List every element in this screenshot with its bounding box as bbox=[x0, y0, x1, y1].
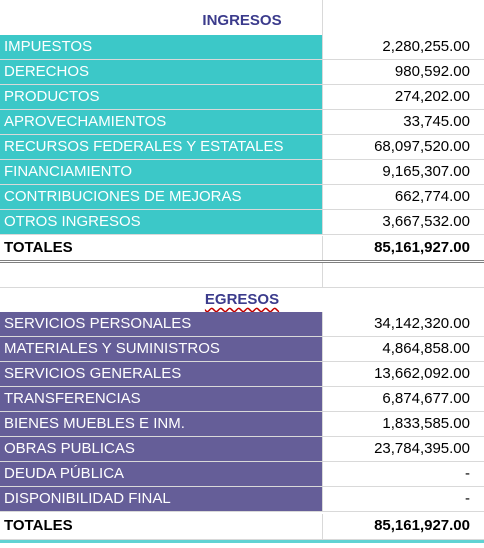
total-label: TOTALES bbox=[4, 239, 73, 256]
total-value: 85,161,927.00 bbox=[322, 514, 484, 539]
row-label: DERECHOS bbox=[0, 60, 322, 84]
table-row: DERECHOS 980,592.00 bbox=[0, 60, 484, 85]
row-label: PRODUCTOS bbox=[0, 85, 322, 109]
table-row: OTROS INGRESOS 3,667,532.00 bbox=[0, 210, 484, 235]
row-value: 3,667,532.00 bbox=[322, 210, 484, 234]
row-label: APROVECHAMIENTOS bbox=[0, 110, 322, 134]
row-value: 662,774.00 bbox=[322, 185, 484, 209]
row-value: 33,745.00 bbox=[322, 110, 484, 134]
row-label: FINANCIAMIENTO bbox=[0, 160, 322, 184]
row-value: 34,142,320.00 bbox=[322, 312, 484, 336]
row-value: 13,662,092.00 bbox=[322, 362, 484, 386]
table-row: FINANCIAMIENTO 9,165,307.00 bbox=[0, 160, 484, 185]
section-header: EGRESOS bbox=[0, 287, 484, 312]
cell-border bbox=[322, 0, 323, 35]
section-title: INGRESOS bbox=[202, 12, 282, 29]
row-label: DISPONIBILIDAD FINAL bbox=[0, 487, 322, 511]
row-value: 23,784,395.00 bbox=[322, 437, 484, 461]
total-value: 85,161,927.00 bbox=[322, 236, 484, 260]
table-row: PRODUCTOS 274,202.00 bbox=[0, 85, 484, 110]
row-label: OBRAS PUBLICAS bbox=[0, 437, 322, 461]
table-row: CONTRIBUCIONES DE MEJORAS 662,774.00 bbox=[0, 185, 484, 210]
total-label: TOTALES bbox=[4, 517, 73, 534]
row-value: - bbox=[322, 487, 484, 511]
table-row: DEUDA PÚBLICA - bbox=[0, 462, 484, 487]
row-value: 6,874,677.00 bbox=[322, 387, 484, 411]
row-label: TRANSFERENCIAS bbox=[0, 387, 322, 411]
row-label: MATERIALES Y SUMINISTROS bbox=[0, 337, 322, 361]
section-title: EGRESOS bbox=[204, 291, 280, 308]
row-value: 9,165,307.00 bbox=[322, 160, 484, 184]
row-value: 274,202.00 bbox=[322, 85, 484, 109]
table-row: RECURSOS FEDERALES Y ESTATALES 68,097,520… bbox=[0, 135, 484, 160]
total-row: TOTALES 85,161,927.00 bbox=[0, 514, 484, 540]
table-row: OBRAS PUBLICAS 23,784,395.00 bbox=[0, 437, 484, 462]
table-row: TRANSFERENCIAS 6,874,677.00 bbox=[0, 387, 484, 412]
row-label: RECURSOS FEDERALES Y ESTATALES bbox=[0, 135, 322, 159]
row-value: 1,833,585.00 bbox=[322, 412, 484, 436]
row-label: IMPUESTOS bbox=[0, 35, 322, 59]
cell-border bbox=[322, 263, 323, 288]
row-value: 980,592.00 bbox=[322, 60, 484, 84]
row-value: 4,864,858.00 bbox=[322, 337, 484, 361]
table-row: SERVICIOS PERSONALES 34,142,320.00 bbox=[0, 312, 484, 337]
row-label: SERVICIOS GENERALES bbox=[0, 362, 322, 386]
row-label: OTROS INGRESOS bbox=[0, 210, 322, 234]
row-label: SERVICIOS PERSONALES bbox=[0, 312, 322, 336]
row-value: - bbox=[322, 462, 484, 486]
table-row: SERVICIOS GENERALES 13,662,092.00 bbox=[0, 362, 484, 387]
total-row: TOTALES 85,161,927.00 bbox=[0, 236, 484, 263]
section-header: INGRESOS bbox=[0, 8, 484, 33]
blank-row bbox=[0, 263, 484, 288]
row-value: 2,280,255.00 bbox=[322, 35, 484, 59]
table-row: DISPONIBILIDAD FINAL - bbox=[0, 487, 484, 512]
row-label: CONTRIBUCIONES DE MEJORAS bbox=[0, 185, 322, 209]
row-value: 68,097,520.00 bbox=[322, 135, 484, 159]
row-label: DEUDA PÚBLICA bbox=[0, 462, 322, 486]
table-row: IMPUESTOS 2,280,255.00 bbox=[0, 35, 484, 60]
table-row: MATERIALES Y SUMINISTROS 4,864,858.00 bbox=[0, 337, 484, 362]
table-row: APROVECHAMIENTOS 33,745.00 bbox=[0, 110, 484, 135]
row-label: BIENES MUEBLES E INM. bbox=[0, 412, 322, 436]
table-row: BIENES MUEBLES E INM. 1,833,585.00 bbox=[0, 412, 484, 437]
bottom-border bbox=[0, 540, 484, 543]
